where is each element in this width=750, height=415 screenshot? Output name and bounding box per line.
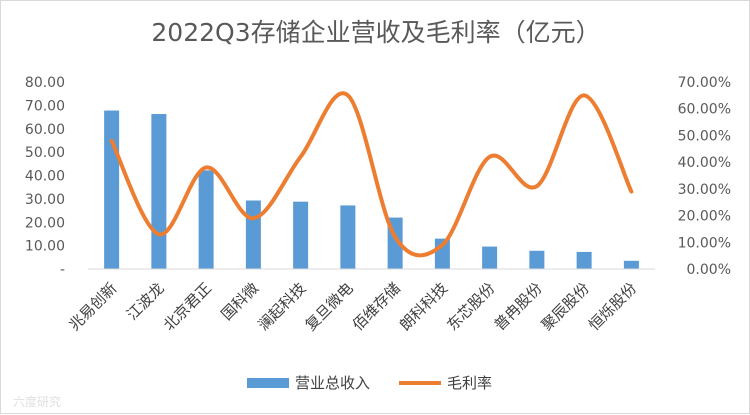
- y-right-tick-label: 30.00%: [678, 182, 731, 198]
- bar-北京君正: [198, 170, 214, 269]
- x-tick-label: 兆易创新: [65, 279, 120, 334]
- line-series: [109, 91, 634, 258]
- x-tick-label: 复旦微电: [302, 279, 357, 334]
- bar-恒烁股份: [623, 260, 639, 269]
- y-left-tick-label: 10.00: [25, 239, 65, 255]
- y-left-tick-label: -: [60, 262, 65, 278]
- bar-复旦微电: [340, 205, 356, 269]
- bar-聚辰股份: [576, 251, 592, 269]
- y-left-tick-label: 80.00: [25, 75, 65, 91]
- legend-label-bar: 营业总收入: [295, 374, 370, 392]
- x-tick-label: 佰维存储: [349, 279, 404, 334]
- y-right-tick-label: 70.00%: [678, 75, 731, 91]
- bar-国科微: [245, 200, 261, 269]
- x-tick-label: 恒烁股份: [585, 279, 640, 334]
- bar-普冉股份: [529, 250, 545, 269]
- y-left-tick-label: 70.00: [25, 98, 65, 114]
- y-left-tick-label: 60.00: [25, 122, 65, 138]
- bar-兆易创新: [104, 110, 120, 269]
- watermark: 六度研究: [13, 394, 61, 409]
- y-axis-right: 0.00% 10.00% 20.00% 30.00% 40.00% 50.00% 60.00…: [678, 75, 731, 278]
- legend-label-line: 毛利率: [447, 374, 492, 392]
- x-tick-label: 澜起科技: [254, 279, 309, 334]
- y-right-tick-label: 10.00%: [678, 235, 731, 251]
- y-axis-left: - 10.00 20.00 30.00 40.00 50.00 60.00 70.00 80.0…: [25, 75, 65, 278]
- legend-swatch-bar: [247, 378, 289, 388]
- y-right-tick-label: 50.00%: [678, 128, 731, 144]
- y-right-tick-label: 60.00%: [678, 102, 731, 118]
- y-left-tick-label: 50.00: [25, 145, 65, 161]
- x-tick-label: 东芯股份: [443, 279, 498, 334]
- y-right-tick-label: 0.00%: [687, 262, 731, 278]
- x-tick-label: 国科微: [218, 279, 263, 324]
- y-left-tick-label: 40.00: [25, 169, 65, 185]
- x-tick-label: 北京君正: [160, 279, 215, 334]
- bar-东芯股份: [482, 246, 498, 269]
- y-right-tick-label: 20.00%: [678, 209, 731, 225]
- bar-series: [104, 110, 639, 270]
- x-tick-label: 江波龙: [123, 279, 168, 324]
- x-tick-label: 朗科科技: [396, 279, 451, 334]
- y-left-tick-label: 30.00: [25, 192, 65, 208]
- x-tick-label: 聚辰股份: [538, 279, 593, 334]
- y-left-tick-label: 20.00: [25, 215, 65, 231]
- bar-江波龙: [151, 114, 167, 270]
- x-tick-label: 普冉股份: [491, 279, 546, 334]
- legend: 营业总收入 毛利率: [247, 374, 492, 392]
- bar-澜起科技: [293, 201, 309, 269]
- y-right-tick-label: 40.00%: [678, 155, 731, 171]
- gross-margin-line: [109, 91, 634, 258]
- chart-title: 2022Q3存储企业营收及毛利率（亿元）: [151, 18, 600, 47]
